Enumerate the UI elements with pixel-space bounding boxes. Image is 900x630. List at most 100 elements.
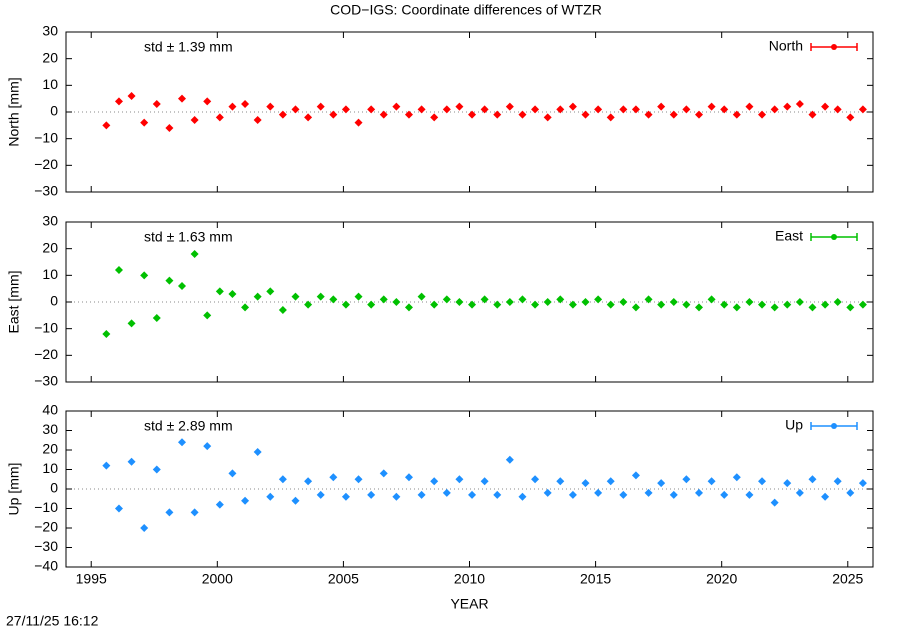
plot-frame (65, 31, 874, 193)
data-point (619, 105, 628, 114)
data-point (493, 110, 502, 119)
data-point (808, 303, 817, 312)
data-point (278, 110, 287, 119)
data-point (480, 105, 489, 114)
data-point (442, 295, 451, 304)
x-axis-label: YEAR (450, 596, 488, 612)
y-tick-label: 20 (42, 239, 58, 255)
data-point (215, 113, 224, 122)
data-point (833, 477, 842, 486)
y-tick-label: −40 (34, 558, 58, 574)
data-point (682, 475, 691, 484)
x-tick-label: 1995 (76, 571, 107, 587)
x-tick-label: 2020 (706, 571, 737, 587)
data-point (833, 105, 842, 114)
y-tick-label: 10 (42, 76, 58, 92)
y-tick-label: −10 (34, 129, 58, 145)
data-point (531, 475, 540, 484)
data-point (178, 282, 187, 290)
data-point (165, 508, 174, 517)
data-point (417, 292, 426, 301)
data-point (505, 455, 514, 464)
data-point (531, 300, 540, 309)
data-point (379, 295, 388, 304)
data-point (468, 300, 477, 309)
data-point (266, 102, 275, 111)
data-point (644, 110, 653, 119)
data-point (278, 475, 287, 484)
data-point (770, 303, 779, 312)
data-point (644, 488, 653, 497)
data-point (291, 105, 300, 114)
data-point (707, 102, 716, 111)
y-tick-label: −20 (34, 346, 58, 362)
data-point (102, 330, 111, 338)
data-point (808, 110, 817, 119)
data-point (341, 105, 350, 114)
data-point (505, 102, 514, 111)
data-point (783, 479, 792, 488)
data-point (858, 479, 867, 488)
data-point (392, 102, 401, 111)
data-point (455, 298, 464, 306)
data-point (821, 102, 830, 111)
data-point (631, 303, 640, 312)
data-point (682, 300, 691, 309)
x-tick-label: 2015 (580, 571, 611, 587)
data-point (341, 492, 350, 501)
data-point (140, 118, 149, 127)
data-point (203, 97, 212, 106)
data-point (783, 102, 792, 111)
data-point (694, 110, 703, 119)
data-point (556, 477, 565, 486)
data-point (455, 102, 464, 111)
data-point (543, 113, 552, 122)
data-point (543, 488, 552, 497)
data-point (367, 300, 376, 309)
data-point (329, 110, 338, 119)
timestamp: 27/11/25 16:12 (6, 613, 99, 629)
y-tick-label: −10 (34, 319, 58, 335)
data-point (531, 105, 540, 114)
data-point (568, 490, 577, 499)
data-point (114, 266, 123, 274)
data-point (581, 298, 590, 306)
data-point (102, 461, 111, 470)
y-axis-label: East [mm] (6, 270, 22, 333)
data-point (127, 457, 136, 466)
data-point (329, 295, 338, 304)
y-tick-label: 0 (50, 480, 58, 496)
data-point (241, 496, 250, 505)
data-point (152, 100, 161, 108)
data-point (291, 496, 300, 505)
data-point (152, 465, 161, 474)
y-tick-label: 0 (50, 103, 58, 119)
data-point (392, 492, 401, 501)
data-point (404, 473, 413, 482)
data-point (619, 490, 628, 499)
data-point (669, 110, 678, 119)
data-point (140, 524, 149, 532)
data-point (518, 295, 527, 304)
data-point (266, 287, 275, 296)
data-point (190, 116, 199, 124)
data-point (178, 438, 187, 447)
y-tick-label: 10 (42, 460, 58, 476)
data-point (215, 500, 224, 509)
y-axis-label: North [mm] (6, 77, 22, 146)
data-point (505, 298, 514, 306)
data-point (770, 105, 779, 114)
y-tick-label: −30 (34, 373, 58, 389)
data-point (228, 290, 237, 298)
data-point (215, 287, 224, 296)
data-point (329, 473, 338, 482)
legend-label: Up (785, 417, 803, 433)
data-point (291, 292, 300, 301)
data-point (140, 271, 149, 280)
data-point (354, 118, 363, 127)
data-point (568, 300, 577, 309)
y-tick-label: −10 (34, 499, 58, 515)
data-point (480, 295, 489, 304)
data-point (354, 292, 363, 301)
